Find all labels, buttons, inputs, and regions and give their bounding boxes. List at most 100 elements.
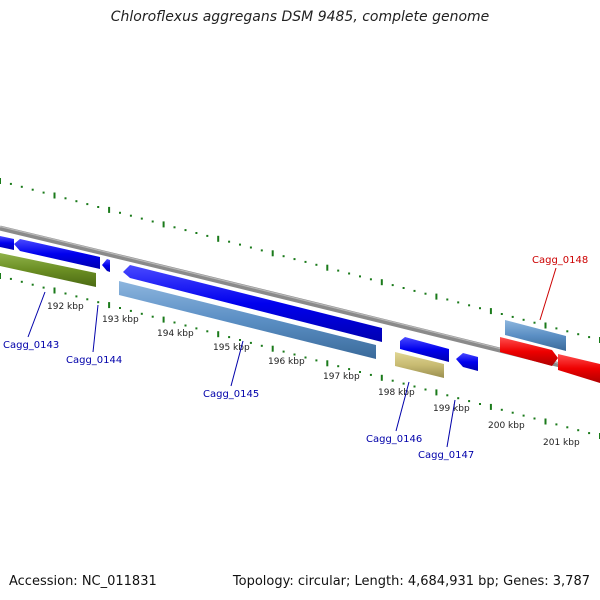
tick-major — [217, 235, 220, 242]
tick-minor — [20, 185, 23, 188]
scale-label: 192 kbp — [47, 302, 84, 312]
tick-major — [162, 221, 165, 228]
tick-minor — [119, 211, 121, 214]
tick-minor — [391, 284, 394, 287]
scale-label: 201 kbp — [543, 438, 580, 448]
gene-features — [0, 236, 600, 383]
tick-minor — [402, 382, 405, 385]
scale-label: 193 kbp — [102, 315, 139, 325]
gene-arrow-cagg-0147[interactable] — [456, 353, 478, 371]
gene-arrow-red-2[interactable] — [558, 354, 600, 383]
tick-minor — [315, 263, 318, 266]
tick-major — [217, 331, 220, 338]
tick-minor — [293, 258, 296, 261]
tick-minor — [348, 272, 351, 275]
accession-label: Accession: NC_011831 — [9, 574, 157, 589]
gene-arrow[interactable] — [0, 236, 14, 250]
gene-feature-cagg-0148[interactable] — [505, 320, 566, 351]
tick-minor — [533, 417, 536, 420]
tick-minor — [315, 359, 318, 362]
tick-minor — [151, 220, 154, 223]
gene-label-cagg-0147[interactable]: Cagg_0147 — [418, 450, 474, 461]
outer-tick-ring — [0, 178, 600, 343]
tick-minor — [119, 307, 121, 309]
tick-minor — [31, 188, 34, 191]
gene-arrow-cagg-0144[interactable] — [102, 259, 110, 272]
tick-major — [53, 287, 56, 294]
tick-minor — [260, 344, 263, 347]
tick-minor — [511, 411, 514, 414]
tick-minor — [42, 191, 45, 194]
tick-major — [108, 206, 111, 213]
gene-arrow-cagg-0145[interactable] — [123, 265, 382, 342]
tick-minor — [239, 243, 241, 246]
tick-minor — [228, 336, 231, 339]
scale-labels: 192 kbp 193 kbp 194 kbp 195 kbp 196 kbp … — [47, 302, 580, 448]
gene-feature-olive[interactable] — [0, 253, 96, 287]
tick-minor — [42, 286, 45, 289]
tick-minor — [424, 388, 427, 391]
tick-minor — [260, 249, 263, 252]
tick-minor — [348, 368, 351, 371]
tick-minor — [9, 182, 12, 185]
tick-minor — [206, 330, 209, 333]
scale-label: 196 kbp — [268, 357, 305, 367]
gene-arrow-cagg-0143[interactable] — [14, 239, 100, 269]
tick-minor — [413, 385, 416, 388]
tick-minor — [359, 371, 361, 373]
tick-minor — [479, 307, 481, 310]
tick-minor — [446, 298, 449, 301]
tick-minor — [468, 400, 471, 403]
tick-minor — [239, 339, 241, 341]
tick-minor — [500, 313, 503, 315]
gene-arrow-cagg-0146[interactable] — [400, 337, 449, 362]
gene-feature-khaki[interactable] — [395, 352, 444, 378]
gene-arrow-red-1[interactable] — [500, 337, 558, 366]
tick-minor — [457, 301, 460, 304]
tick-minor — [369, 373, 372, 376]
tick-major — [0, 178, 1, 184]
tick-major — [435, 293, 438, 300]
tick-minor — [304, 260, 307, 263]
gene-label-cagg-0145[interactable]: Cagg_0145 — [203, 389, 259, 400]
tick-minor — [468, 304, 471, 307]
tick-major — [326, 264, 329, 271]
tick-minor — [337, 365, 340, 368]
gene-label-cagg-0143[interactable]: Cagg_0143 — [3, 340, 59, 351]
scale-label: 194 kbp — [157, 329, 194, 339]
scale-label: 195 kbp — [213, 343, 250, 353]
tick-major — [380, 279, 383, 286]
tick-minor — [249, 341, 252, 344]
tick-minor — [304, 356, 307, 359]
tick-major — [380, 374, 383, 381]
gene-feature-steelblue[interactable] — [119, 281, 376, 359]
tick-minor — [249, 246, 252, 249]
gene-callout-lines — [27, 267, 557, 448]
tick-minor — [566, 330, 569, 333]
gene-label-cagg-0146[interactable]: Cagg_0146 — [366, 434, 422, 445]
gene-label-cagg-0144[interactable]: Cagg_0144 — [66, 355, 122, 366]
topology-summary: Topology: circular; Length: 4,684,931 bp… — [232, 574, 590, 589]
tick-minor — [64, 197, 67, 200]
tick-minor — [31, 283, 34, 286]
tick-minor — [588, 432, 591, 435]
tick-minor — [97, 301, 100, 304]
tick-minor — [522, 318, 525, 321]
tick-minor — [129, 214, 132, 217]
tick-minor — [424, 292, 427, 295]
tick-minor — [140, 217, 143, 220]
scale-label: 200 kbp — [488, 421, 525, 431]
tick-minor — [369, 278, 372, 281]
tick-major — [53, 192, 56, 199]
tick-major — [326, 360, 329, 367]
tick-major — [489, 308, 492, 315]
tick-minor — [577, 429, 580, 432]
tick-major — [271, 345, 274, 352]
gene-label-cagg-0148[interactable]: Cagg_0148 — [532, 255, 588, 266]
gene-labels: Cagg_0143 Cagg_0144 Cagg_0145 Cagg_0146 … — [3, 255, 588, 461]
tick-minor — [457, 397, 460, 400]
tick-minor — [500, 408, 503, 411]
genome-title: Chloroflexus aggregans DSM 9485, complet… — [110, 9, 490, 25]
tick-major — [544, 418, 547, 425]
